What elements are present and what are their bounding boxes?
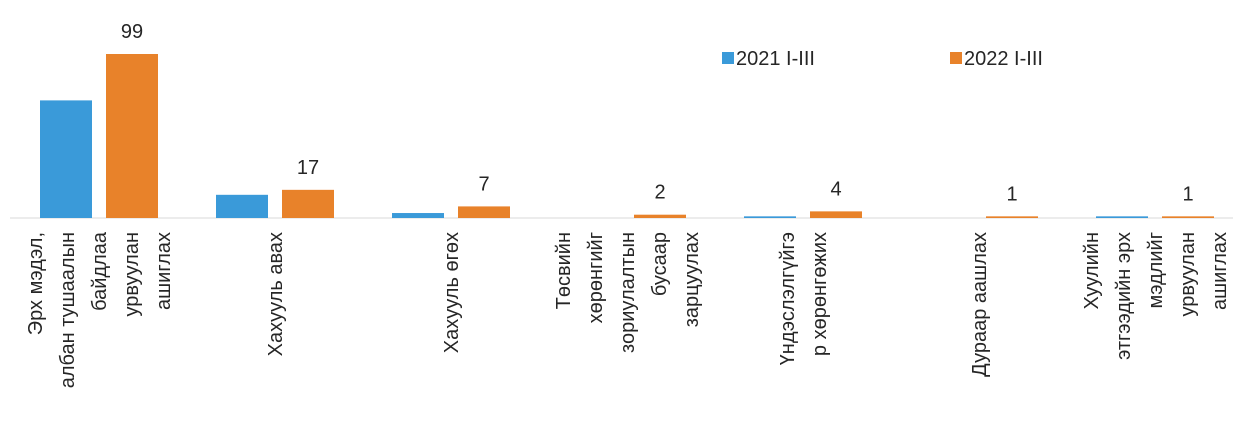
x-tick-label: Хахууль өгөх xyxy=(441,232,463,353)
data-label: 4 xyxy=(830,178,841,200)
legend-label: 2021 I-III xyxy=(736,48,815,70)
data-label: 2 xyxy=(654,182,665,204)
bar xyxy=(392,213,444,218)
bar xyxy=(282,189,334,218)
bar xyxy=(216,194,268,218)
x-tick-label: ашиглах xyxy=(1209,232,1231,310)
bar xyxy=(810,211,862,218)
data-label: 7 xyxy=(478,173,489,195)
x-tick-label: байдлаа xyxy=(89,231,111,311)
x-tick-label: зарцуулах xyxy=(681,232,703,327)
bar xyxy=(458,206,510,218)
bar xyxy=(634,214,686,218)
bar xyxy=(40,100,92,218)
legend-swatch xyxy=(950,52,962,64)
x-tick-label: хөрөнгийг xyxy=(585,232,607,323)
x-tick-label: албан тушаалын xyxy=(57,232,79,388)
bar xyxy=(986,216,1038,218)
data-label: 17 xyxy=(297,157,319,179)
data-label: 99 xyxy=(121,21,143,43)
data-label: 1 xyxy=(1182,183,1193,205)
bar xyxy=(1096,216,1148,218)
x-tick-label: Хуулийн xyxy=(1081,232,1103,310)
bar xyxy=(744,216,796,218)
bar xyxy=(106,54,158,218)
x-tick-label: зориулалтын xyxy=(617,232,639,353)
x-tick-label: Хахууль авах xyxy=(265,232,287,356)
legend-label: 2022 I-III xyxy=(964,48,1043,70)
x-tick-label: р хөрөнгөжих xyxy=(809,232,831,356)
legend-swatch xyxy=(722,52,734,64)
x-tick-label: Үндэслэлгүйгэ xyxy=(777,232,799,365)
x-tick-label: бусаар xyxy=(649,232,671,296)
bar xyxy=(1162,216,1214,218)
x-tick-label: урвуулан xyxy=(121,232,143,316)
x-tick-label: Төсвийн xyxy=(553,232,575,309)
x-tick-label: этгээдийн эрх xyxy=(1113,232,1135,360)
x-tick-label: ашиглах xyxy=(153,232,175,310)
x-tick-label: урвуулан xyxy=(1177,232,1199,316)
x-tick-label: Дураар аашлах xyxy=(969,232,991,377)
x-tick-label: мэдлийг xyxy=(1145,232,1167,309)
data-label: 1 xyxy=(1006,183,1017,205)
x-tick-label: Эрх мэдэл, xyxy=(25,232,47,335)
